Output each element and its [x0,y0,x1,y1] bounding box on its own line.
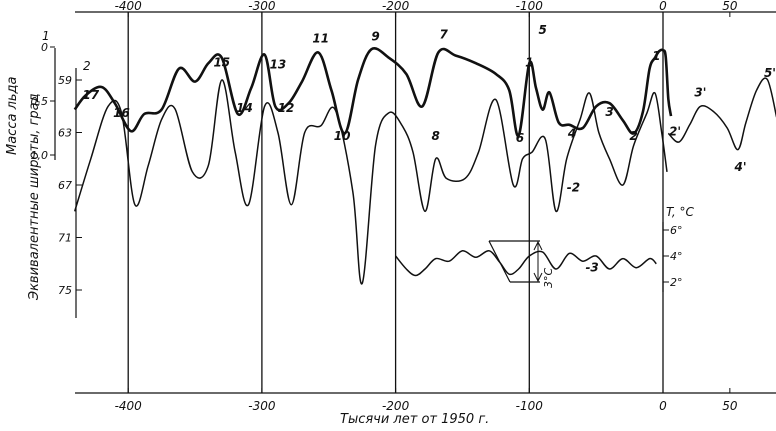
peak-label: 15 [213,55,230,69]
top-axis-ticks: -400 -300 -200 -100 0 50 [115,0,738,17]
peak-label: 4 [567,127,576,141]
peak-label: 6 [516,131,524,145]
series-layer [73,47,776,285]
ice-axis-extra-label: 1 [42,29,50,43]
peak-label: 8 [432,129,440,143]
latitude-axis-title: Эквивалентные широты, град [27,93,42,301]
temperature-axis-ticks: 6° 4° 2° [663,224,683,289]
top-tick-label: -100 [516,0,544,13]
peak-label: 9 [371,30,379,44]
peak-label: 7 [440,27,449,41]
x-axis-title: Тысячи лет от 1950 г. [340,412,489,427]
peak-label: 17 [82,88,99,102]
peak-label: 3 [605,105,613,119]
ice-tick-label: 0 [41,41,48,54]
series-3-temperature [395,250,657,277]
latitude-tick-label: 71 [58,232,72,245]
vertical-gridlines [127,12,664,393]
peak-label: 4' [734,160,747,174]
peak-label: 12 [278,101,295,115]
top-tick-label: -400 [115,0,143,13]
bottom-tick-label: 50 [722,399,738,413]
peak-label: 5' [764,66,776,80]
series-2-equivalent-latitudes [73,79,668,285]
peak-label: 2' [669,125,681,139]
bottom-tick-label: -100 [516,399,544,413]
series-future-projection [667,77,776,151]
peak-label: 16 [113,106,130,120]
series-label: -2 [567,181,580,195]
top-tick-label: 0 [659,0,667,13]
plot-frame [75,11,776,394]
peak-label: 14 [236,101,253,115]
temperature-scale-bracket: 3°C [488,240,555,288]
latitude-tick-label: 75 [58,284,72,297]
temperature-tick-label: 4° [670,250,683,263]
top-tick-label: -200 [382,0,410,13]
latitude-axis-ticks: 59 63 67 71 75 [58,74,82,297]
series-label: -3 [585,261,598,275]
ice-tick-label: 0,5 [31,95,49,108]
peak-label: 1 [652,49,660,63]
peak-label: 2 [629,129,637,143]
bottom-tick-label: 0 [659,399,667,413]
ice-tick-label: 1,0 [31,149,49,162]
peak-label: 10 [334,129,351,143]
temperature-axis-title: T, °C [666,205,695,219]
top-tick-label: 50 [722,0,738,13]
ice-axis-ticks: 0 0,5 1,0 [31,41,55,162]
series-1-ice-mass [73,47,673,137]
peak-label: 13 [270,58,287,72]
temperature-tick-label: 6° [670,224,683,237]
peak-label: 5 [538,23,546,37]
latitude-tick-label: 59 [58,74,72,87]
bottom-tick-label: -400 [115,399,143,413]
latitude-tick-label: 67 [58,179,72,192]
temperature-scale-label: 3°C [542,268,555,288]
peak-label: 3' [694,86,706,100]
latitude-tick-label: 63 [58,127,72,140]
bottom-tick-label: -200 [382,399,410,413]
latitude-axis-extra-label: 2 [83,59,91,73]
top-tick-label: -300 [248,0,276,13]
ice-axis-title: Масса льда [5,76,20,155]
peak-label: 11 [312,32,329,46]
bottom-axis-ticks: -400 -300 -200 -100 0 50 [115,388,738,413]
ice-mass-axis: 1 Масса льда 0 0,5 1,0 [5,29,56,162]
temperature-axis: T, °C 6° 4° 2° [662,205,695,292]
bottom-tick-label: -300 [248,399,276,413]
temperature-tick-label: 2° [670,276,683,289]
peak-label: 1 [525,55,533,69]
